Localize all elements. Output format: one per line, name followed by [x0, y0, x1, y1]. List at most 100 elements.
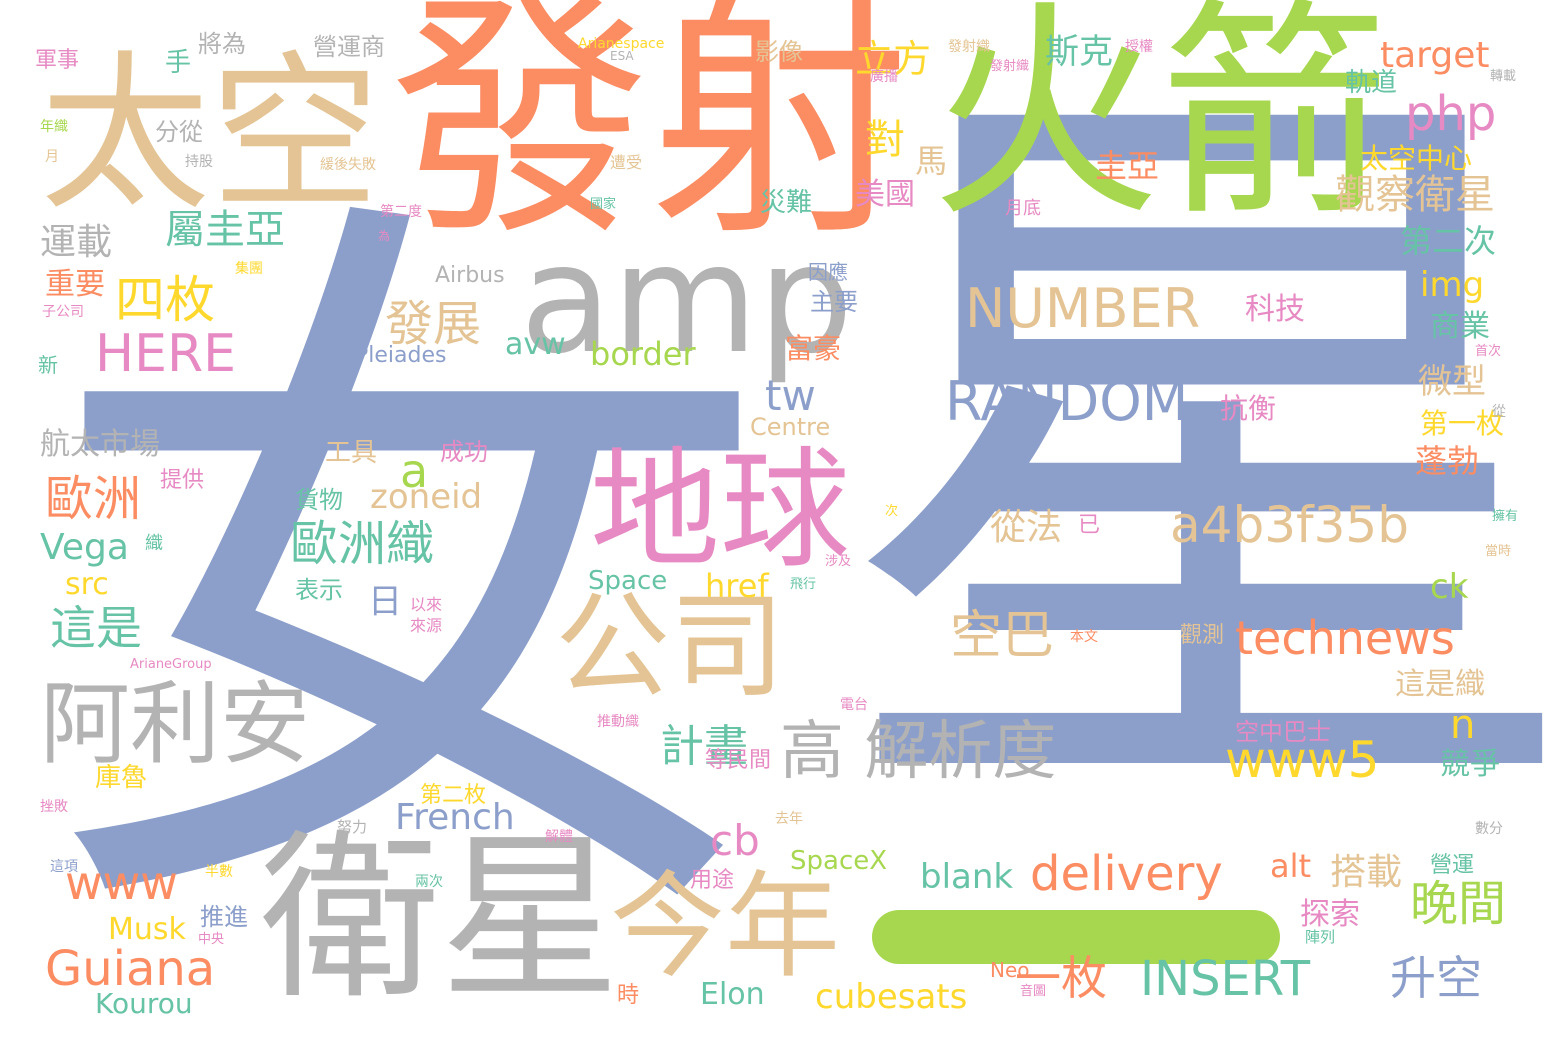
cloud-word: 地球	[590, 434, 851, 586]
cloud-word: img	[1420, 265, 1485, 305]
cloud-word: 表示	[295, 576, 343, 604]
cloud-word: 圭亞	[1095, 147, 1160, 185]
cloud-word: php	[1405, 86, 1497, 142]
cloud-word: 公司	[555, 580, 786, 714]
cloud-word: 歐洲織	[290, 516, 435, 572]
cloud-word: 主要	[810, 288, 858, 316]
cloud-word: HERE	[95, 324, 236, 384]
cloud-word: 歐洲	[45, 471, 142, 527]
cloud-word: blank	[920, 857, 1014, 897]
cloud-word: 為	[378, 229, 391, 243]
cloud-word: 遭受	[610, 153, 643, 172]
cloud-word: border	[590, 335, 696, 373]
cloud-word: zoneid	[370, 477, 483, 517]
cloud-word: Vega	[40, 527, 129, 568]
cloud-word: 微型	[1418, 362, 1486, 402]
cloud-word: 運載	[40, 222, 113, 263]
cloud-word: 緩後失敗	[320, 157, 376, 173]
cloud-word: 時	[617, 983, 640, 1008]
cloud-word: 提供	[160, 468, 205, 493]
cloud-word: 手	[165, 48, 192, 78]
cloud-word: 阿利安	[40, 672, 310, 777]
cloud-word: 富豪	[785, 332, 842, 365]
cloud-word: Centre	[750, 413, 831, 441]
cloud-word: 屬圭亞	[165, 207, 285, 253]
cloud-word: 搭載	[1330, 852, 1403, 893]
cloud-word: Musk	[108, 912, 186, 947]
cloud-word: a	[400, 444, 429, 498]
cloud-word: 空巴	[950, 606, 1055, 666]
cloud-word: 從	[1492, 404, 1506, 420]
cloud-word: 已	[1078, 513, 1101, 538]
cloud-word: 對	[865, 117, 905, 163]
cloud-word: 這是織	[1395, 667, 1485, 702]
cloud-word: Space	[588, 566, 668, 596]
cloud-word: n	[1450, 702, 1476, 748]
cloud-word: 解體	[545, 829, 573, 845]
cloud-word: 災難	[760, 188, 813, 218]
cloud-word: 電台	[840, 697, 868, 713]
cloud-word: avw	[505, 327, 566, 362]
cloud-word: technews	[1235, 611, 1455, 665]
cloud-word: 火箭	[930, 0, 1391, 248]
cloud-word: 推進	[200, 903, 248, 931]
cloud-word: 日	[368, 582, 402, 622]
cloud-word: 這項	[50, 859, 78, 875]
cloud-word: Pleiades	[355, 343, 447, 368]
cloud-word: 今年	[610, 860, 841, 994]
cloud-word: 第二度	[380, 204, 422, 220]
cloud-word: 從法	[990, 507, 1063, 548]
cloud-word: 成功	[440, 438, 488, 466]
cloud-word: 年織	[40, 119, 68, 135]
cloud-word: 女	[40, 149, 780, 1011]
cloud-word: 數分	[1475, 821, 1503, 837]
cloud-word: 蓬勃	[1415, 442, 1480, 480]
cloud-word: 月	[45, 149, 59, 165]
cloud-word: target	[1380, 35, 1490, 76]
cloud-word: href	[705, 567, 769, 605]
cloud-word: 影像	[755, 38, 803, 66]
cloud-word: 重要	[45, 267, 105, 302]
cloud-word: 來源	[410, 616, 443, 635]
cloud-word: 去年	[775, 811, 803, 827]
cloud-word: 馬	[915, 142, 948, 180]
cloud-word: 等民間	[705, 748, 772, 773]
cloud-word: 庫魯	[95, 763, 148, 793]
cloud-word: 太空中心	[1360, 142, 1473, 175]
cloud-word: 升空	[1390, 951, 1482, 1005]
cloud-word: amp	[520, 213, 854, 387]
cloud-word: 當時	[1485, 544, 1512, 559]
cloud-word: NUMBER	[965, 277, 1201, 340]
cloud-word: 科技	[1245, 292, 1305, 327]
cloud-word: 挫敗	[40, 799, 68, 815]
cloud-word: 競爭	[1440, 747, 1500, 782]
cloud-word: www	[65, 856, 178, 910]
cloud-word: 一枚	[1015, 951, 1107, 1005]
cloud-word: 廣播	[870, 69, 898, 85]
cloud-word: 擁有	[1492, 509, 1519, 524]
cloud-word: 空中巴士	[1235, 718, 1331, 746]
cloud-word: 星	[830, 18, 1548, 902]
cloud-word: 新	[38, 353, 58, 377]
cloud-word: delivery	[1030, 846, 1223, 902]
cloud-word: 集團	[235, 261, 263, 277]
cloud-word: 太空	[40, 36, 381, 234]
cloud-word: 第一枚	[1420, 407, 1505, 440]
cloud-word: RANDOM	[945, 370, 1189, 433]
cloud-word: 以來	[410, 595, 443, 614]
cloud-word: 觀測	[1180, 623, 1225, 648]
cloud-word: 美國	[855, 177, 915, 212]
cloud-word: 貨物	[295, 486, 343, 514]
cloud-word: src	[65, 567, 109, 602]
cloud-word: 觀察衛星	[1335, 172, 1495, 218]
cloud-word: 國家	[590, 197, 617, 212]
cloud-word: cubesats	[815, 977, 968, 1017]
cloud-word: 計畫	[660, 721, 748, 772]
cloud-word: Airbus	[435, 263, 505, 288]
cloud-word: Neo	[990, 958, 1030, 982]
cloud-word: 因應	[808, 260, 848, 284]
cloud-word: a4b3f35b	[1170, 496, 1409, 554]
cloud-word: 營運商	[313, 33, 385, 61]
cloud-word: 立方	[855, 37, 932, 81]
